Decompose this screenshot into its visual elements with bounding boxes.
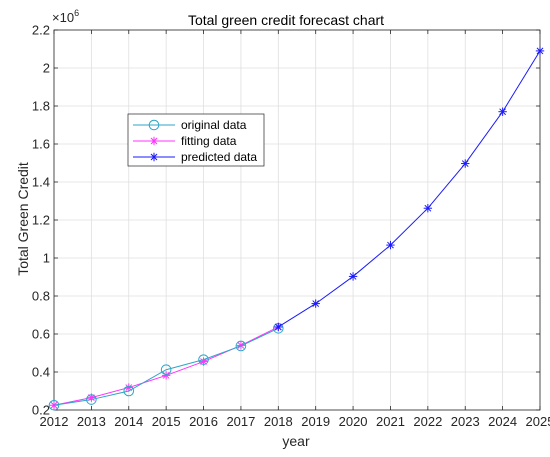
point-predicted-4 <box>423 204 433 213</box>
point-original-0 <box>48 399 60 411</box>
x-tick-label-0: 2012 <box>40 414 69 429</box>
x-tick-label-3: 2015 <box>152 414 181 429</box>
y-tick-label-4: 1 <box>43 251 50 266</box>
y-axis-multiplier-base: ×10 <box>52 10 74 25</box>
x-tick-label-13: 2025 <box>526 414 550 429</box>
point-original-2 <box>123 385 135 397</box>
x-tick-label-8: 2020 <box>339 414 368 429</box>
y-tick-label-10: 2.2 <box>32 23 50 38</box>
point-predicted-6 <box>498 107 507 116</box>
series-original <box>48 323 284 411</box>
y-axis-multiplier-exponent: 6 <box>74 8 79 18</box>
point-original-3 <box>160 364 172 376</box>
point-predicted-0 <box>274 322 283 332</box>
x-tick-label-6: 2018 <box>264 414 293 429</box>
x-axis-label: year <box>282 433 310 449</box>
x-tick-label-1: 2013 <box>77 414 106 429</box>
point-original-1 <box>86 394 97 405</box>
axis-ticks: 2012 2013 2014 2015 2016 2017 2018 2019 2020 2021… <box>32 23 550 430</box>
x-tick-label-5: 2017 <box>226 414 255 429</box>
y-tick-label-1: 0.4 <box>32 365 50 380</box>
legend-label-fitting: fitting data <box>181 134 237 148</box>
series-layer <box>48 46 545 411</box>
point-predicted-5 <box>461 159 470 168</box>
legend-marker-fitting <box>149 136 159 146</box>
y-tick-label-5: 1.2 <box>32 213 50 228</box>
legend-marker-predicted <box>149 152 159 162</box>
x-tick-label-4: 2016 <box>189 414 218 429</box>
point-original-5 <box>235 340 247 352</box>
point-predicted-3 <box>386 240 395 250</box>
point-predicted-2 <box>348 272 358 281</box>
y-axis-label: Total Green Credit <box>15 162 31 276</box>
legend-items <box>133 119 175 162</box>
point-fitting-3 <box>161 371 171 380</box>
y-tick-label-8: 1.8 <box>32 99 50 114</box>
y-axis-multiplier: ×106 <box>52 8 79 25</box>
series-line-original <box>53 327 279 406</box>
y-tick-label-9: 2 <box>43 61 50 76</box>
point-fitting-5 <box>236 341 246 350</box>
legend-marker-original <box>148 119 160 131</box>
x-tick-label-10: 2022 <box>413 414 442 429</box>
series-line-predicted <box>278 50 541 328</box>
y-tick-label-0: 0.2 <box>32 403 50 418</box>
chart-title: Total green credit forecast chart <box>188 12 384 28</box>
legend-label-original: original data <box>181 118 247 132</box>
series-predicted <box>274 46 545 332</box>
y-tick-label-7: 1.6 <box>32 137 50 152</box>
y-tick-label-6: 1.4 <box>32 175 50 190</box>
x-tick-label-7: 2019 <box>301 414 330 429</box>
x-tick-label-9: 2021 <box>376 414 405 429</box>
point-original-4 <box>198 354 209 365</box>
legend-label-predicted: predicted data <box>181 150 257 164</box>
point-predicted-7 <box>535 46 545 56</box>
legend: original data fitting data predicted dat… <box>127 113 265 167</box>
y-tick-label-3: 0.8 <box>32 289 50 304</box>
x-tick-label-11: 2023 <box>451 414 480 429</box>
x-tick-label-12: 2024 <box>488 414 517 429</box>
point-predicted-1 <box>311 299 320 308</box>
y-tick-label-2: 0.6 <box>32 327 50 342</box>
x-tick-label-2: 2014 <box>114 414 143 429</box>
